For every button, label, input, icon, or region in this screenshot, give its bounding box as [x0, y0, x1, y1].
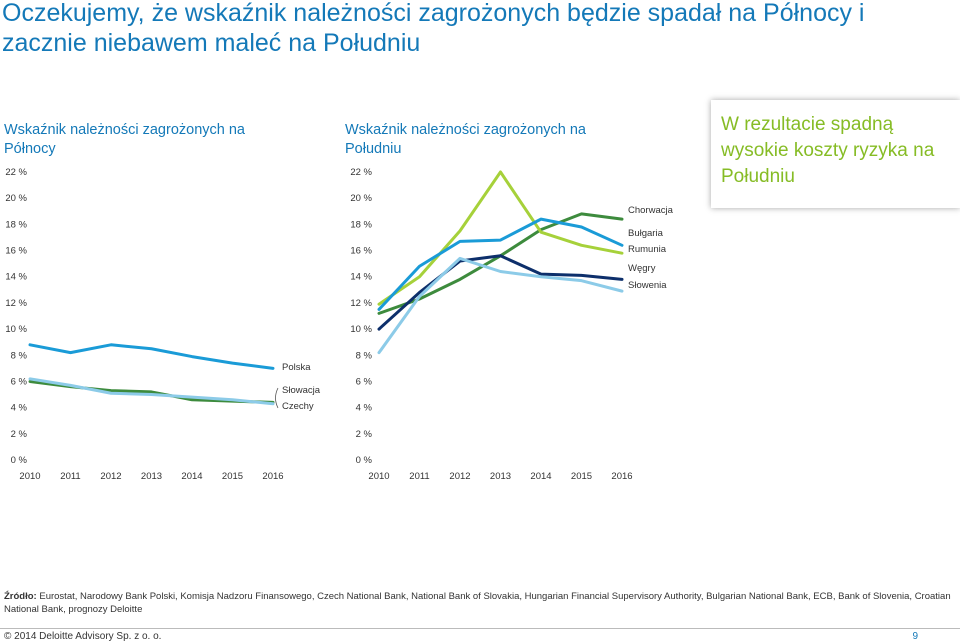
north-x-tick-label: 2011	[60, 471, 80, 482]
south-y-tick-label: 18 %	[350, 219, 372, 230]
south-y-tick-label: 0 %	[356, 455, 373, 466]
north-x-tick-label: 2014	[181, 471, 202, 482]
callout-text: W rezultacie spadną wysokie koszty ryzyk…	[721, 114, 935, 187]
south-y-tick-label: 10 %	[350, 324, 372, 335]
page-number: 9	[912, 631, 918, 642]
north-x-tick-label: 2012	[100, 471, 121, 482]
north-series-label-czechy: Czechy	[282, 401, 314, 412]
sources-note: Źródło: Eurostat, Narodowy Bank Polski, …	[4, 590, 954, 616]
south-series-line-bułgaria	[377, 170, 624, 306]
south-y-tick-label: 12 %	[350, 298, 372, 309]
charts-canvas: 0 % 2 % 4 % 6 % 8 % 10 % 12 % 14 % 16 % 18 % 20 % 2…	[5, 167, 673, 482]
south-x-tick-label: 2010	[368, 471, 389, 482]
copyright: © 2014 Deloitte Advisory Sp. z o. o.	[4, 631, 162, 642]
north-y-tick-label: 8 %	[11, 350, 28, 361]
south-y-tick-label: 6 %	[356, 376, 373, 387]
south-y-tick-label: 2 %	[356, 429, 373, 440]
south-series-line-węgry	[377, 254, 624, 331]
north-x-tick-label: 2016	[262, 471, 283, 482]
south-series-label-bułgaria: Bułgaria	[628, 228, 664, 239]
north-series-line-czechy	[28, 377, 275, 406]
south-y-tick-label: 20 %	[350, 193, 372, 204]
south-y-tick-label: 8 %	[356, 350, 373, 361]
north-y-tick-label: 2 %	[11, 429, 28, 440]
south-x-tick-label: 2015	[571, 471, 592, 482]
south-y-tick-label: 16 %	[350, 246, 372, 257]
north-x-tick-label: 2015	[222, 471, 243, 482]
north-y-tick-label: 14 %	[5, 272, 27, 283]
north-series-label-polska: Polska	[282, 362, 311, 373]
south-series-label-rumunia: Rumunia	[628, 244, 667, 255]
south-series-label-słowenia: Słowenia	[628, 280, 667, 291]
north-x-tick-label: 2010	[19, 471, 40, 482]
callout-box: W rezultacie spadną wysokie koszty ryzyk…	[711, 100, 960, 208]
north-y-tick-label: 10 %	[5, 324, 27, 335]
south-series-label-chorwacja: Chorwacja	[628, 205, 674, 216]
north-y-tick-label: 20 %	[5, 193, 27, 204]
footer-divider	[0, 628, 960, 629]
north-x-tick-label: 2013	[141, 471, 162, 482]
south-series-line-słowenia	[377, 256, 624, 355]
north-y-tick-label: 18 %	[5, 219, 27, 230]
south-series-line-rumunia	[377, 217, 624, 311]
south-x-tick-label: 2014	[530, 471, 551, 482]
slide-title: Oczekujemy, że wskaźnik należności zagro…	[2, 0, 865, 57]
south-x-tick-label: 2013	[490, 471, 511, 482]
chart-south: 0 % 2 % 4 % 6 % 8 % 10 % 12 % 14 % 16 % 18 % 20 % 2…	[350, 167, 673, 482]
chart-north: 0 % 2 % 4 % 6 % 8 % 10 % 12 % 14 % 16 % 18 % 20 % 2…	[5, 167, 320, 482]
south-y-tick-label: 4 %	[356, 403, 373, 414]
north-y-tick-label: 6 %	[11, 376, 28, 387]
south-x-tick-label: 2016	[611, 471, 632, 482]
chart-north-title: Wskaźnik należności zagrożonych na Półno…	[4, 122, 245, 157]
north-series-line-polska	[28, 343, 275, 370]
south-x-tick-label: 2012	[449, 471, 470, 482]
north-y-tick-label: 22 %	[5, 167, 27, 178]
sources-text: Eurostat, Narodowy Bank Polski, Komisja …	[4, 591, 951, 615]
north-series-label-słowacja: Słowacja	[282, 385, 321, 396]
north-y-tick-label: 12 %	[5, 298, 27, 309]
south-x-tick-label: 2011	[409, 471, 429, 482]
north-y-tick-label: 16 %	[5, 246, 27, 257]
south-y-tick-label: 14 %	[350, 272, 372, 283]
north-y-tick-label: 4 %	[11, 403, 28, 414]
south-series-label-węgry: Węgry	[628, 263, 656, 274]
sources-label: Źródło:	[4, 591, 37, 602]
chart-south-title: Wskaźnik należności zagrożonych na Połud…	[345, 122, 586, 157]
north-y-tick-label: 0 %	[11, 455, 28, 466]
south-y-tick-label: 22 %	[350, 167, 372, 178]
north-label-bracket	[275, 387, 279, 409]
